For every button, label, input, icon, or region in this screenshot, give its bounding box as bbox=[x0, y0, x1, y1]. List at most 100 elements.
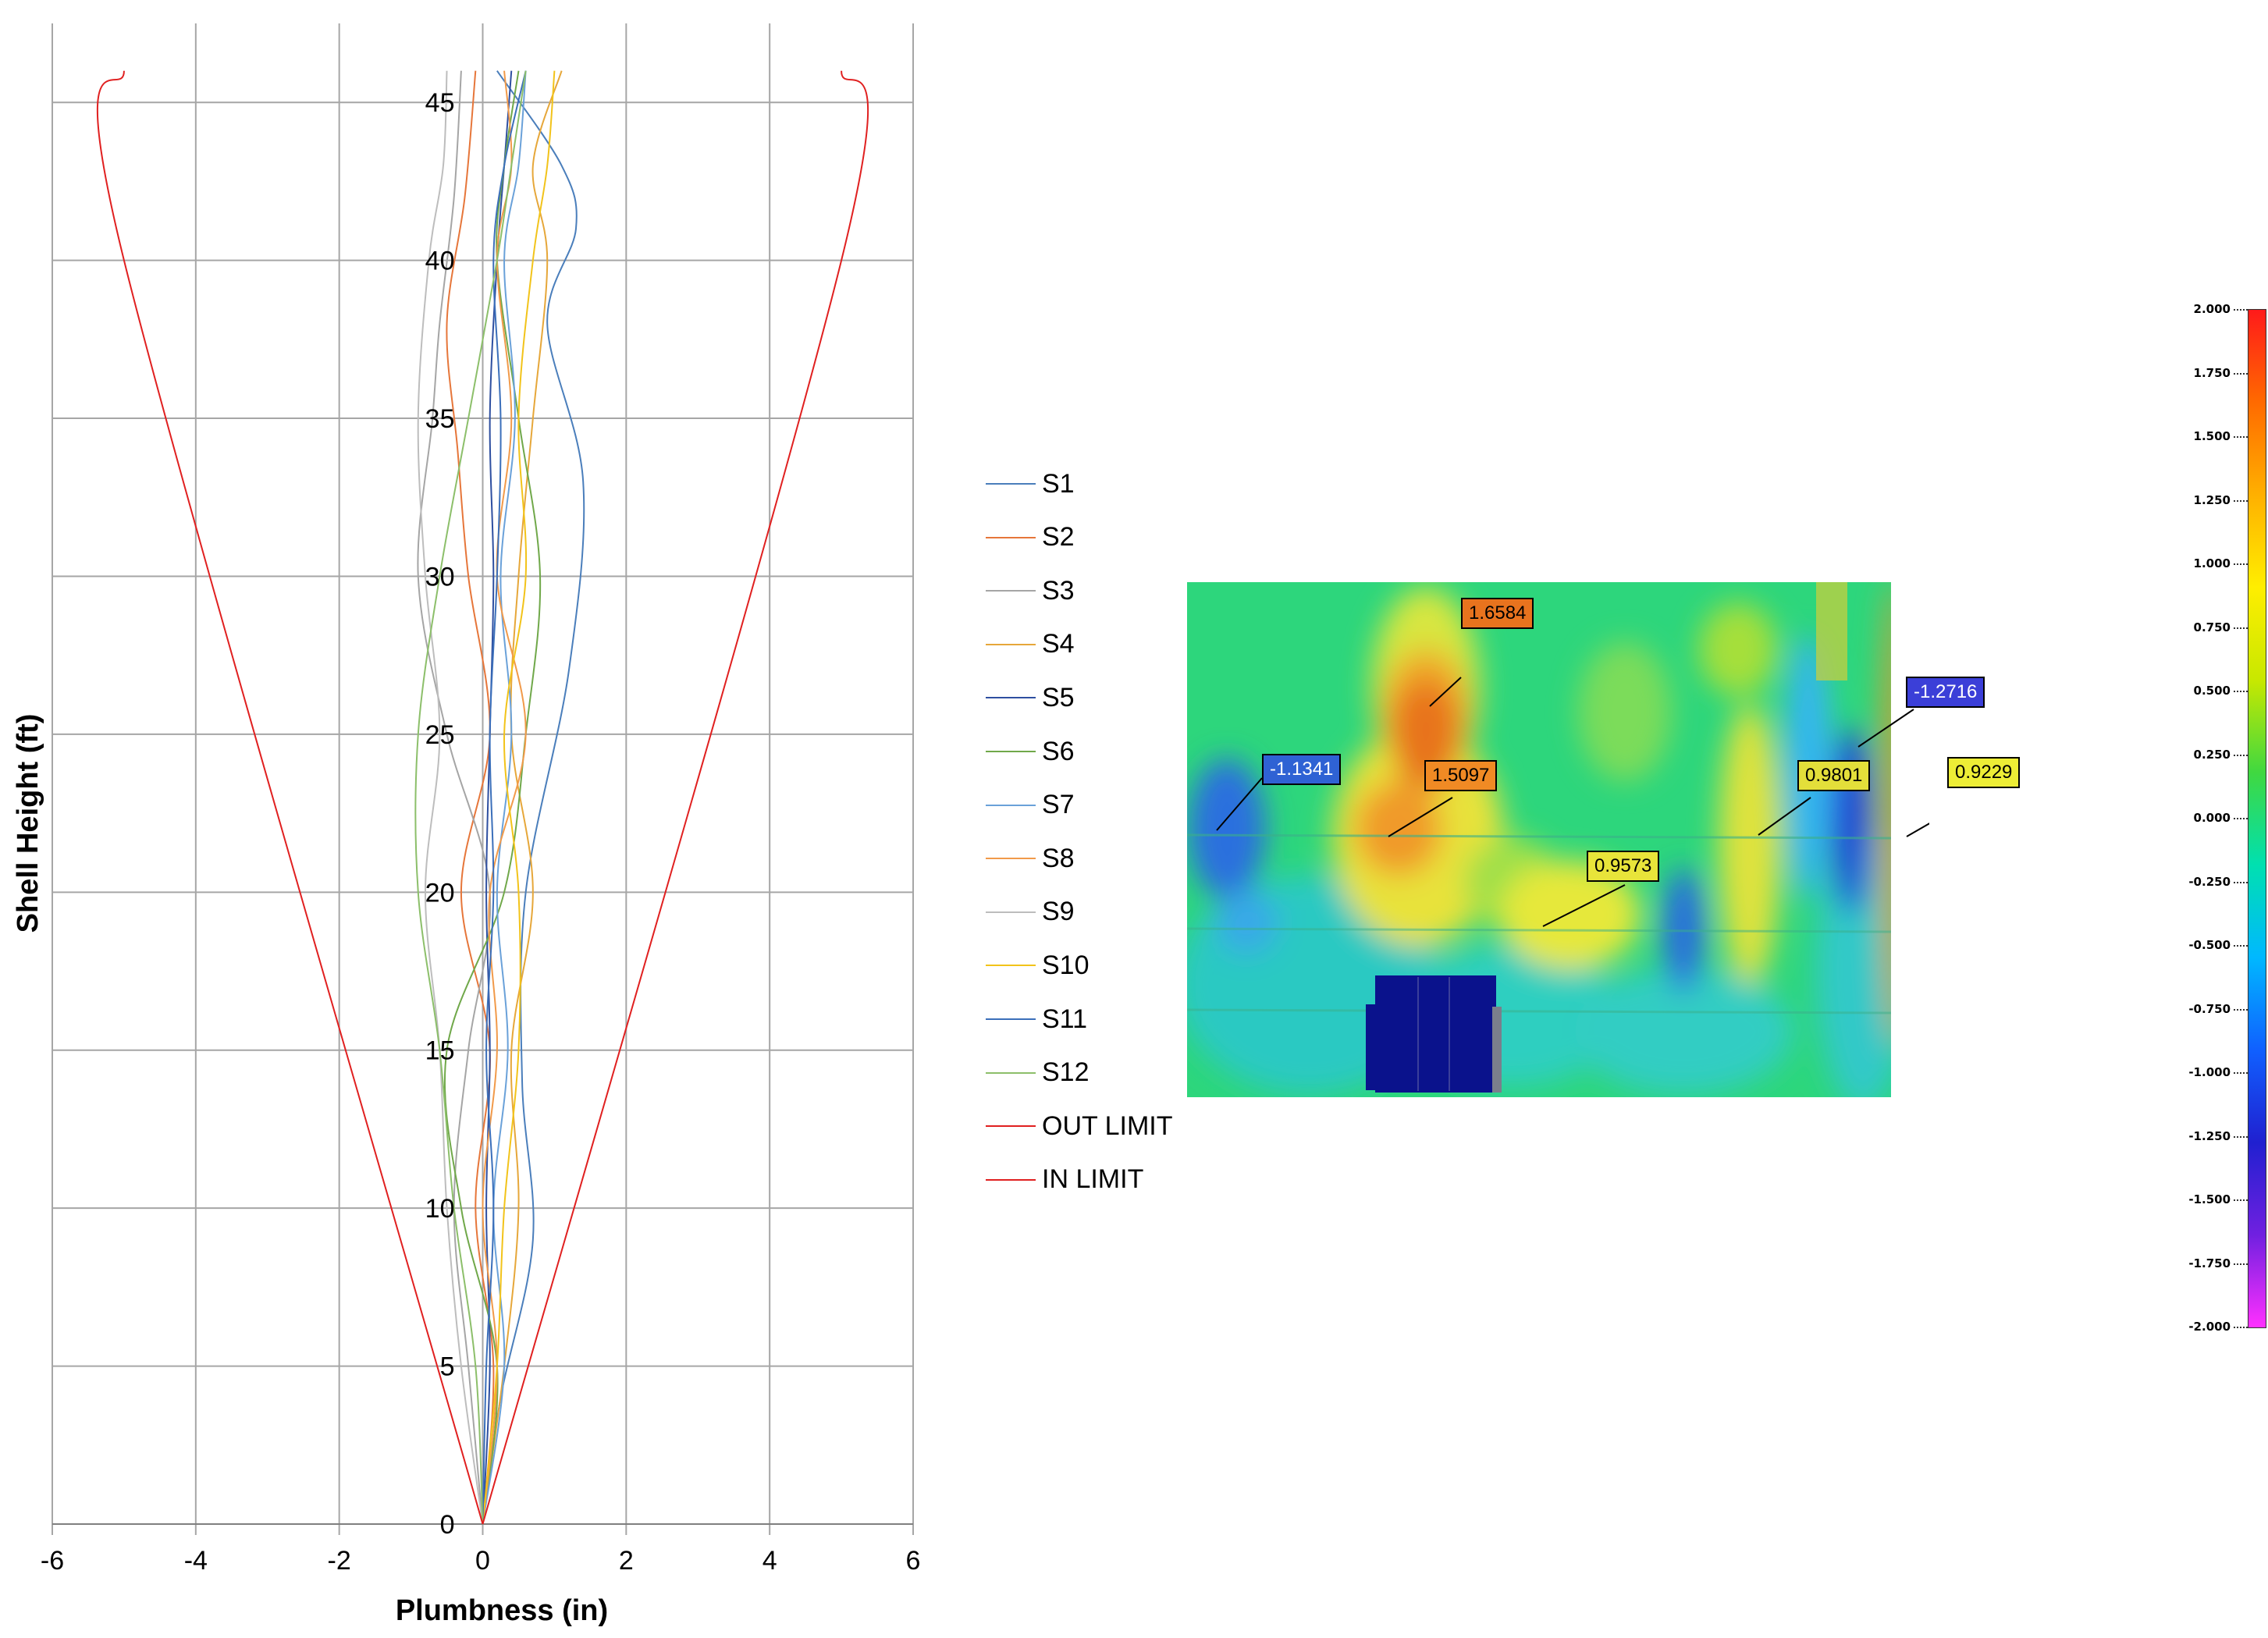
color-scale-tick-label: -1.750 bbox=[2188, 1256, 2231, 1270]
legend-item: S11 bbox=[986, 1004, 1087, 1035]
y-tick-label: 45 bbox=[425, 88, 455, 118]
callout-leader-lines bbox=[1216, 677, 1981, 927]
color-scale-tick-mark bbox=[2234, 945, 2248, 947]
legend-label: S4 bbox=[1042, 629, 1075, 659]
series-line-s2 bbox=[446, 70, 495, 1525]
color-scale-tick-mark bbox=[2234, 1135, 2248, 1138]
color-scale-tick-label: -0.500 bbox=[2188, 938, 2231, 952]
legend-label: S10 bbox=[1042, 950, 1090, 980]
legend-label: S8 bbox=[1042, 843, 1075, 873]
legend-label: S1 bbox=[1042, 468, 1075, 499]
legend-swatch bbox=[986, 858, 1036, 860]
color-scale-tick-label: 0.250 bbox=[2193, 747, 2231, 762]
series-line-in-limit bbox=[96, 70, 484, 1525]
legend-item: S7 bbox=[986, 790, 1075, 821]
chart-ticks: -6 -4 -2 0 2 4 6 0 5 10 15 20 25 30 35 40 45 bbox=[41, 88, 921, 1576]
legend-label: S11 bbox=[1042, 1004, 1087, 1034]
callout-4: 0.9573 bbox=[1587, 851, 1660, 882]
x-tick-label: -6 bbox=[41, 1546, 64, 1576]
legend-label: S3 bbox=[1042, 575, 1075, 606]
y-tick-label: 20 bbox=[425, 878, 455, 908]
series-line-s3 bbox=[417, 70, 492, 1525]
callout-5-value: 0.9801 bbox=[1805, 765, 1863, 786]
color-scale-tick-mark bbox=[2234, 691, 2248, 692]
legend-swatch bbox=[986, 911, 1036, 913]
x-tick-label: -2 bbox=[328, 1546, 351, 1576]
color-scale-tick-mark bbox=[2234, 372, 2248, 375]
legend-swatch bbox=[986, 965, 1036, 967]
color-scale-tick-label: 1.250 bbox=[2193, 492, 2231, 507]
chart-series bbox=[96, 70, 869, 1525]
color-scale-tick-label: 0.750 bbox=[2193, 620, 2231, 634]
color-scale-tick-label: -1.500 bbox=[2188, 1192, 2231, 1206]
legend-item: S5 bbox=[986, 682, 1075, 713]
series-line-s4 bbox=[482, 70, 563, 1525]
color-scale-tick-label: 2.000 bbox=[2193, 302, 2231, 316]
y-tick-label: 15 bbox=[425, 1036, 455, 1066]
color-scale-tick-mark bbox=[2234, 754, 2248, 756]
color-scale-tick-mark bbox=[2234, 436, 2248, 438]
callout-7-value: 0.9229 bbox=[1955, 762, 2013, 783]
y-axis-label: Shell Height (ft) bbox=[12, 714, 44, 933]
legend-item: S10 bbox=[986, 950, 1090, 981]
legend-item: S6 bbox=[986, 736, 1075, 767]
legend-label: S6 bbox=[1042, 736, 1075, 766]
chart-legend: S1 S2 S3 S4 S5 S6 S7 S8 S9 S10 S11 S12 OUT LIMIT IN L… bbox=[986, 468, 1220, 1202]
color-scale-tick-mark bbox=[2234, 881, 2248, 883]
color-scale-tick-label: -2.000 bbox=[2188, 1320, 2231, 1334]
legend-swatch bbox=[986, 643, 1036, 645]
plumbness-chart: -6 -4 -2 0 2 4 6 0 5 10 15 20 25 30 35 40 45 Plumbness (… bbox=[12, 23, 921, 1627]
legend-label: S9 bbox=[1042, 897, 1075, 927]
color-scale-tick-mark bbox=[2234, 1008, 2248, 1011]
color-scale-tick-mark bbox=[2234, 1263, 2248, 1265]
legend-swatch bbox=[986, 536, 1036, 538]
color-scale-tick-mark bbox=[2234, 309, 2248, 311]
legend-label: S5 bbox=[1042, 682, 1075, 712]
color-scale-tick-label: -0.750 bbox=[2188, 1001, 2231, 1016]
legend-swatch bbox=[986, 590, 1036, 592]
legend-swatch bbox=[986, 1178, 1036, 1181]
legend-label: S7 bbox=[1042, 790, 1075, 820]
y-tick-label: 5 bbox=[440, 1352, 455, 1382]
scan-heatmap bbox=[1187, 582, 1981, 1097]
color-scale-tick-label: -1.000 bbox=[2188, 1065, 2231, 1079]
scan-equipment-block bbox=[1366, 975, 1502, 1093]
callout-5: 0.9801 bbox=[1797, 760, 1871, 791]
legend-item: S4 bbox=[986, 629, 1075, 660]
x-tick-label: 4 bbox=[763, 1546, 777, 1576]
y-tick-label: 30 bbox=[425, 562, 455, 592]
y-tick-label: 40 bbox=[425, 247, 455, 276]
x-tick-label: 2 bbox=[619, 1546, 634, 1576]
color-scale-tick-label: 0.500 bbox=[2193, 684, 2231, 698]
callout-6-value: -1.2716 bbox=[1914, 681, 1978, 702]
x-tick-label: -4 bbox=[184, 1546, 208, 1576]
legend-label: IN LIMIT bbox=[1042, 1164, 1144, 1195]
callout-3-value: 1.5097 bbox=[1432, 765, 1490, 786]
color-scale-tick-mark bbox=[2234, 1072, 2248, 1074]
shell-deviation-scan: 1.6584 -1.1341 1.5097 0.9573 0.9801 -1.2… bbox=[1184, 579, 2021, 1103]
color-scale-gradient bbox=[2248, 309, 2266, 1328]
color-scale-tick-label: 1.000 bbox=[2193, 556, 2231, 570]
legend-swatch bbox=[986, 483, 1036, 485]
series-line-s12 bbox=[414, 70, 527, 1525]
color-scale-tick-label: 0.000 bbox=[2193, 811, 2231, 825]
color-scale-tick-mark bbox=[2234, 563, 2248, 565]
color-scale-tick-mark bbox=[2234, 818, 2248, 819]
legend-swatch bbox=[986, 751, 1036, 752]
legend-item: S8 bbox=[986, 843, 1075, 874]
legend-item: S9 bbox=[986, 897, 1075, 928]
color-scale-tick-mark bbox=[2234, 499, 2248, 502]
series-line-s11 bbox=[482, 70, 527, 1525]
series-line-s7 bbox=[482, 70, 527, 1525]
legend-item: S12 bbox=[986, 1057, 1090, 1089]
series-line-s9 bbox=[417, 70, 484, 1525]
color-scale-tick-label: -0.250 bbox=[2188, 874, 2231, 889]
legend-swatch bbox=[986, 804, 1036, 806]
x-tick-label: 0 bbox=[475, 1546, 490, 1576]
color-scale-tick-mark bbox=[2234, 1199, 2248, 1201]
legend-label: OUT LIMIT bbox=[1042, 1110, 1173, 1141]
color-scale-tick-mark bbox=[2234, 1327, 2248, 1328]
callout-1-value: 1.6584 bbox=[1469, 602, 1527, 624]
y-tick-label: 10 bbox=[425, 1194, 455, 1224]
x-axis-label: Plumbness (in) bbox=[396, 1594, 608, 1627]
